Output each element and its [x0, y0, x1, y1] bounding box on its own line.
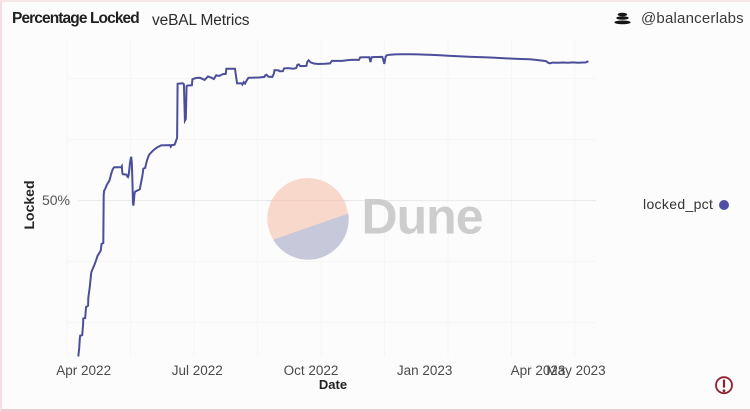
svg-text:Dune: Dune	[362, 189, 483, 245]
